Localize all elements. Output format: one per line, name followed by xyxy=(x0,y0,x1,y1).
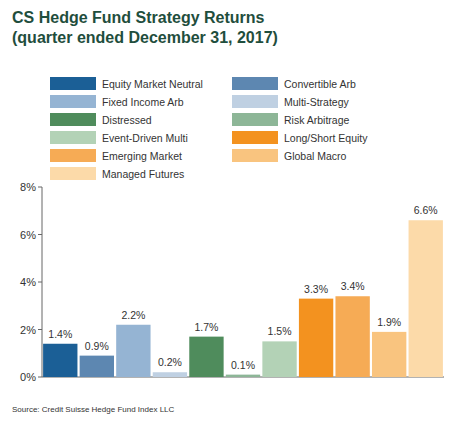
data-label: 1.4% xyxy=(48,328,72,340)
legend-swatch xyxy=(50,149,96,162)
bar xyxy=(262,341,296,377)
legend-label: Equity Market Neutral xyxy=(102,78,203,90)
data-label: 3.3% xyxy=(304,283,328,295)
y-tick-label: 0% xyxy=(20,371,36,383)
y-tick xyxy=(38,187,42,188)
data-label: 6.6% xyxy=(414,204,438,216)
bar xyxy=(226,375,260,377)
bar xyxy=(299,299,333,377)
title: CS Hedge Fund Strategy Returns xyxy=(12,9,265,26)
legend-swatch xyxy=(50,113,96,126)
subtitle: (quarter ended December 31, 2017) xyxy=(12,29,278,46)
legend-label: Fixed Income Arb xyxy=(102,96,184,108)
legend-swatch xyxy=(232,131,278,144)
bar xyxy=(372,332,406,377)
legend-swatch xyxy=(232,77,278,90)
legend-swatch xyxy=(50,131,96,144)
legend-label: Distressed xyxy=(102,114,152,126)
bar xyxy=(43,344,77,377)
data-label: 1.5% xyxy=(268,325,292,337)
data-label: 0.9% xyxy=(85,340,109,352)
y-tick-label: 6% xyxy=(20,229,36,241)
bar xyxy=(116,325,150,377)
y-tick xyxy=(38,329,42,330)
bar xyxy=(409,220,443,377)
bar xyxy=(189,337,223,377)
legend-swatch xyxy=(50,95,96,108)
bar xyxy=(80,356,114,377)
legend-swatch xyxy=(232,149,278,162)
data-label: 3.4% xyxy=(341,280,365,292)
data-label: 1.7% xyxy=(194,321,218,333)
y-tick-label: 2% xyxy=(20,324,36,336)
bar xyxy=(153,372,187,377)
y-axis xyxy=(42,187,43,377)
legend: Equity Market Neutral Convertible Arb Fixe… xyxy=(50,77,368,180)
legend-label: Convertible Arb xyxy=(284,78,356,90)
source: Source: Credit Suisse Hedge Fund Index L… xyxy=(12,405,175,414)
data-label: 0.2% xyxy=(158,356,182,368)
legend-swatch xyxy=(232,95,278,108)
data-label: 0.1% xyxy=(231,359,255,371)
y-tick-label: 4% xyxy=(20,276,36,288)
legend-swatch xyxy=(232,113,278,126)
legend-label: Global Macro xyxy=(284,150,347,162)
y-tick-label: 8% xyxy=(20,181,36,193)
chart: CS Hedge Fund Strategy Returns (quarter e… xyxy=(0,0,450,422)
legend-label: Emerging Market xyxy=(102,150,182,162)
y-tick xyxy=(38,282,42,283)
bars xyxy=(43,220,443,377)
data-label: 1.9% xyxy=(377,316,401,328)
y-tick xyxy=(38,234,42,235)
legend-label: Long/Short Equity xyxy=(284,132,368,144)
legend-label: Risk Arbitrage xyxy=(284,114,350,126)
legend-label: Multi-Strategy xyxy=(284,96,350,108)
legend-label: Managed Futures xyxy=(102,168,184,180)
legend-swatch xyxy=(50,77,96,90)
legend-swatch xyxy=(50,167,96,180)
data-label: 2.2% xyxy=(121,309,145,321)
legend-label: Event-Driven Multi xyxy=(102,132,188,144)
y-tick xyxy=(38,377,42,378)
bar xyxy=(335,296,369,377)
